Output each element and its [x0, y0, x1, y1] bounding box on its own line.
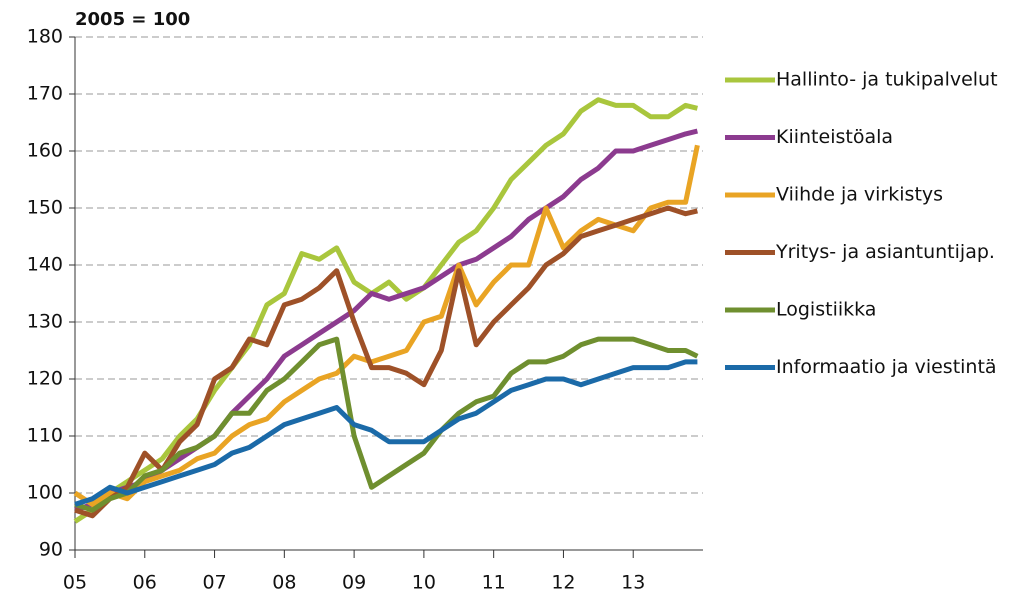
y-tick-label: 120: [27, 368, 63, 390]
x-tick-label: 06: [133, 572, 157, 594]
x-tick-label: 09: [342, 572, 366, 594]
y-tick-label: 100: [27, 482, 63, 504]
x-tick-label: 10: [412, 572, 436, 594]
x-tick-label: 05: [63, 572, 87, 594]
series-line: [74, 359, 698, 507]
series-line: [74, 336, 699, 513]
series-line: [74, 205, 698, 519]
y-tick-label: 140: [27, 254, 63, 276]
y-tick-label: 90: [39, 539, 63, 561]
x-tick-label: 11: [482, 572, 506, 594]
legend-label: Informaatio ja viestintä: [776, 356, 997, 378]
legend-label: Hallinto- ja tukipalvelut: [776, 69, 998, 91]
y-tick-label: 180: [27, 26, 63, 48]
x-tick-label: 07: [202, 572, 226, 594]
legend-label: Kiinteistöala: [776, 126, 893, 148]
series-line: [73, 97, 698, 524]
y-tick-label: 130: [27, 311, 63, 333]
x-tick-label: 12: [551, 572, 575, 594]
y-tick-label: 110: [27, 425, 63, 447]
x-tick-label: 08: [272, 572, 296, 594]
y-tick-label: 160: [27, 140, 63, 162]
x-tick-label: 13: [621, 572, 645, 594]
series-line: [74, 128, 698, 513]
y-tick-label: 170: [27, 83, 63, 105]
y-tick-label: 150: [27, 197, 63, 219]
legend-label: Viihde ja virkistys: [776, 184, 943, 206]
legend-label: Logistiikka: [776, 299, 876, 321]
legend-label: Yritys- ja asiantuntijap.: [775, 241, 995, 263]
y-axis-label: 2005 = 100: [75, 9, 190, 30]
series-line: [73, 144, 700, 507]
